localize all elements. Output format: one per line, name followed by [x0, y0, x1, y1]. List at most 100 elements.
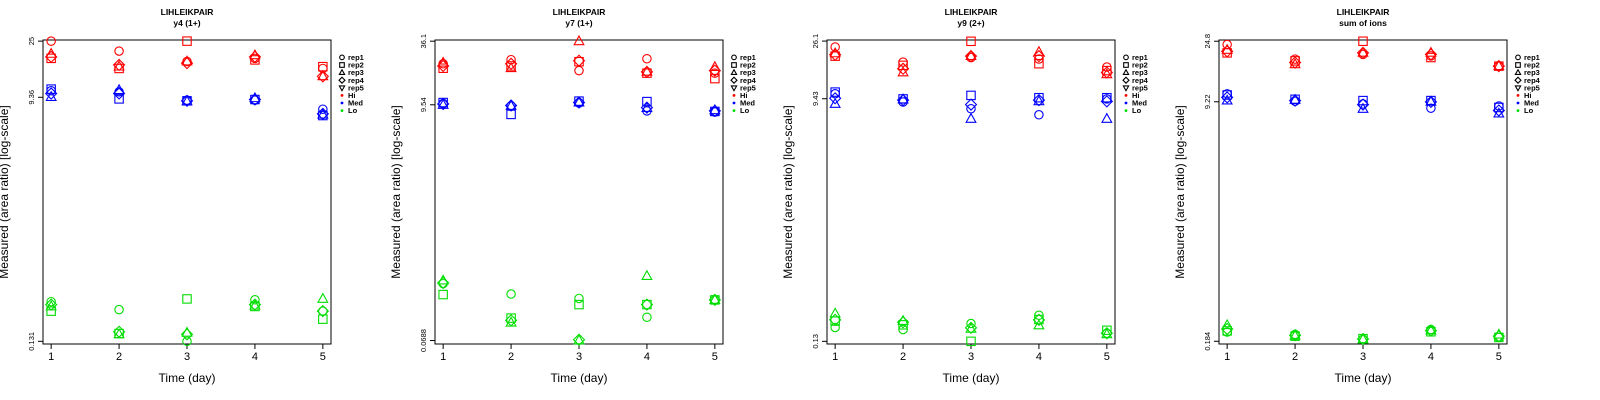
data-point	[574, 293, 584, 304]
y-tick-label: 0.0688	[419, 329, 428, 352]
data-point	[46, 306, 56, 316]
data-point	[1034, 314, 1044, 325]
data-point	[708, 293, 722, 307]
data-point	[1426, 103, 1436, 113]
data-point	[113, 83, 125, 95]
legend-dot	[1124, 109, 1128, 112]
legend-marker	[1122, 76, 1130, 84]
data-point	[1426, 52, 1436, 63]
data-point	[316, 107, 330, 121]
data-point	[1492, 104, 1506, 117]
data-point	[182, 294, 192, 304]
data-point	[829, 307, 841, 318]
data-point	[1493, 59, 1505, 71]
chart-subtitle: y9 (2+)	[957, 18, 984, 28]
data-point	[1288, 329, 1302, 342]
data-point	[1032, 93, 1046, 107]
legend-dot	[1124, 101, 1128, 105]
legend-marker	[1515, 54, 1521, 61]
data-point	[505, 99, 517, 110]
data-point	[46, 36, 56, 46]
y-tick-label: 36.1	[419, 34, 428, 49]
data-point	[573, 34, 585, 46]
data-point	[1358, 36, 1368, 46]
data-point	[1033, 45, 1045, 56]
data-point	[318, 314, 328, 324]
legend-marker	[730, 68, 738, 75]
data-point	[1101, 327, 1113, 339]
data-point	[249, 91, 261, 103]
data-point	[965, 322, 977, 333]
data-point	[1356, 98, 1370, 111]
data-point	[1100, 326, 1114, 340]
data-point	[1101, 112, 1113, 123]
data-point	[898, 57, 908, 67]
legend-label: Hi	[1132, 91, 1140, 100]
y-tick-label: 9.54	[419, 97, 428, 112]
x-tick-label: 1	[832, 351, 838, 363]
data-point	[830, 42, 840, 52]
legend-dot	[732, 94, 736, 97]
data-point	[896, 93, 910, 107]
data-point	[830, 87, 840, 97]
legend-marker	[1123, 54, 1129, 61]
y-tick-label: 25	[27, 37, 36, 45]
x-tick-label: 4	[1036, 351, 1042, 363]
legend-label: Med	[1132, 99, 1147, 108]
data-point	[437, 98, 449, 109]
x-tick-label: 2	[508, 351, 514, 363]
legend-label: rep5	[1524, 83, 1540, 92]
legend-marker	[1122, 85, 1130, 92]
data-point	[1033, 319, 1045, 330]
legend-dot	[1124, 94, 1128, 97]
legend-dot	[732, 101, 736, 105]
x-tick-label: 1	[440, 351, 446, 363]
data-point	[1358, 49, 1368, 60]
data-point	[44, 50, 58, 64]
chart-title: LIHLEIKPAIR	[553, 7, 606, 17]
plot-frame	[1218, 39, 1508, 345]
legend-label: rep3	[740, 68, 756, 77]
data-point	[44, 298, 58, 311]
data-point	[708, 104, 722, 118]
data-point	[964, 321, 978, 335]
legend-label: rep3	[348, 68, 364, 77]
chart-subtitle: y7 (1+)	[565, 18, 592, 28]
data-point	[642, 96, 652, 107]
y-tick-label: 9.22	[1203, 94, 1212, 109]
chart-title: LIHLEIKPAIR	[161, 7, 214, 17]
data-point	[1493, 107, 1505, 118]
legend-label: Hi	[740, 91, 748, 100]
data-point	[1220, 91, 1234, 104]
data-point	[46, 84, 56, 94]
data-point	[642, 53, 652, 64]
data-point	[642, 299, 652, 310]
data-point	[1357, 332, 1369, 344]
data-point	[898, 324, 908, 335]
data-point	[437, 56, 449, 67]
data-point	[572, 54, 586, 67]
x-tick-label: 5	[1104, 351, 1110, 363]
data-point	[896, 316, 910, 329]
plot-frame	[826, 39, 1116, 345]
legend-label: Hi	[1524, 91, 1532, 100]
data-point	[114, 94, 124, 104]
data-point	[112, 325, 126, 338]
legend-marker	[339, 54, 345, 61]
data-point	[828, 313, 842, 327]
data-point	[964, 98, 978, 111]
legend-dot	[1516, 101, 1520, 105]
legend-marker	[339, 62, 345, 68]
data-point	[1492, 59, 1506, 73]
data-point	[641, 269, 653, 280]
data-point	[46, 53, 56, 64]
data-point	[1357, 46, 1369, 57]
data-point	[964, 49, 978, 63]
chart-title: LIHLEIKPAIR	[1337, 7, 1390, 17]
data-point	[709, 103, 721, 115]
x-axis-label: Time (day)	[1335, 371, 1392, 385]
legend-label: Lo	[740, 106, 750, 115]
y-axis-label: Measured (area ratio) [log-scale]	[1173, 105, 1187, 278]
legend-label: rep5	[348, 83, 364, 92]
